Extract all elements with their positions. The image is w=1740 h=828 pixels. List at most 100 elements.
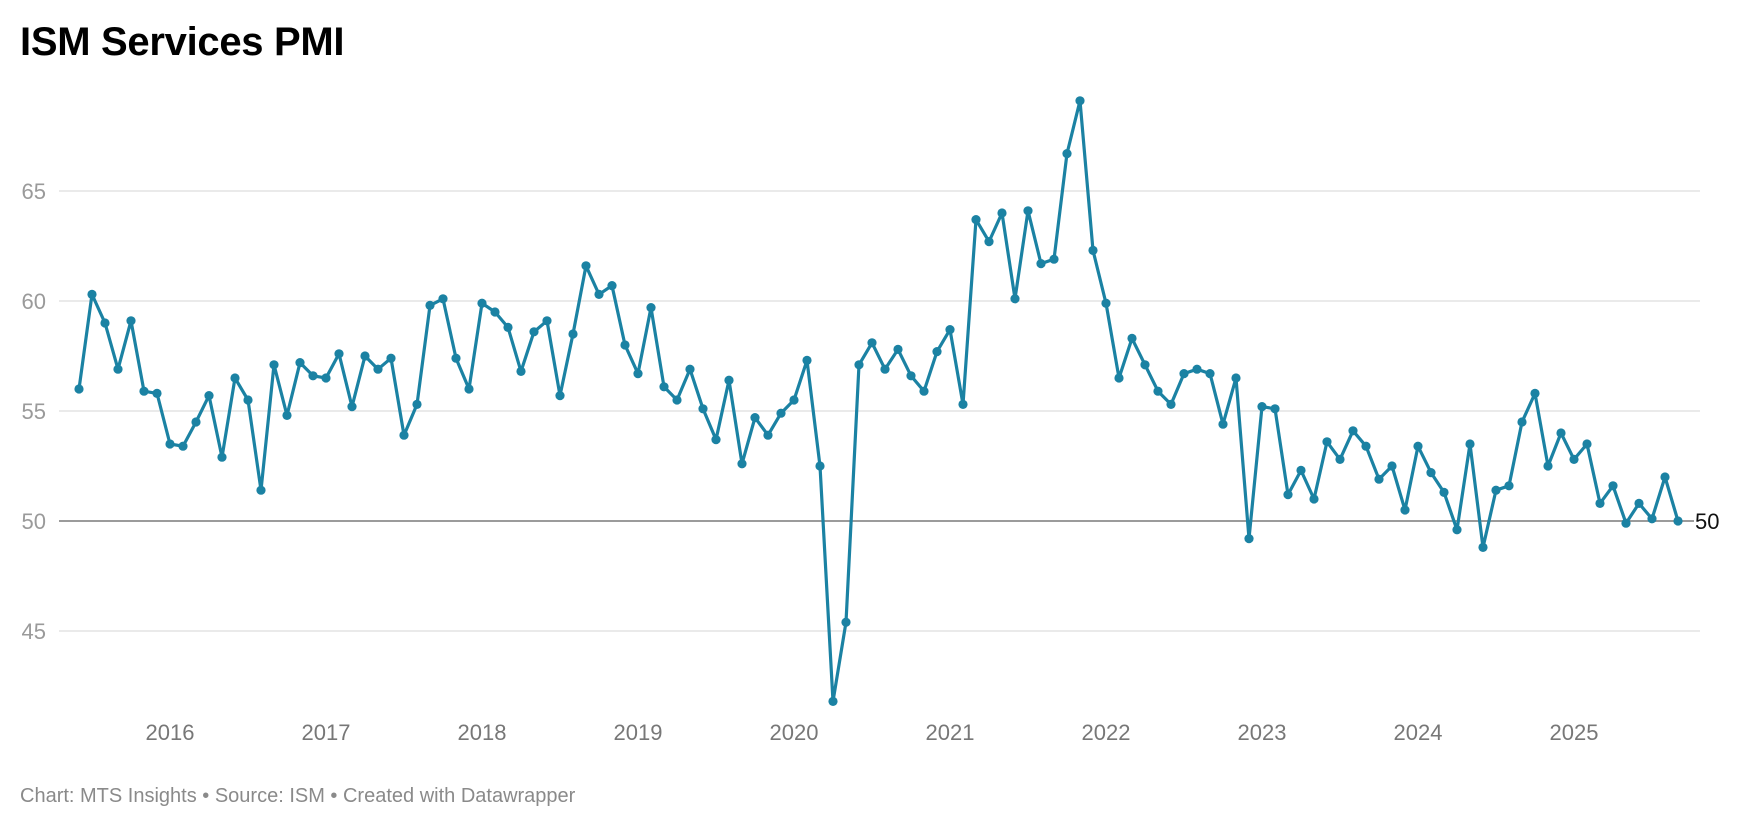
data-point[interactable] — [1439, 487, 1449, 497]
data-point[interactable] — [919, 386, 929, 396]
data-point[interactable] — [360, 351, 370, 361]
data-point[interactable] — [412, 399, 422, 409]
data-point[interactable] — [1114, 373, 1124, 383]
data-point[interactable] — [1660, 472, 1670, 482]
data-point[interactable] — [997, 208, 1007, 218]
data-point[interactable] — [1647, 514, 1657, 524]
data-point[interactable] — [1348, 426, 1358, 436]
data-point[interactable] — [815, 461, 825, 471]
data-point[interactable] — [295, 358, 305, 368]
data-point[interactable] — [594, 289, 604, 299]
data-point[interactable] — [568, 329, 578, 339]
data-point[interactable] — [646, 303, 656, 313]
data-point[interactable] — [672, 395, 682, 405]
data-point[interactable] — [698, 404, 708, 414]
data-point[interactable] — [1153, 386, 1163, 396]
data-point[interactable] — [1140, 360, 1150, 370]
data-point[interactable] — [581, 261, 591, 271]
data-point[interactable] — [1543, 461, 1553, 471]
data-point[interactable] — [87, 289, 97, 299]
data-point[interactable] — [74, 384, 84, 394]
data-point[interactable] — [217, 452, 227, 462]
data-point[interactable] — [750, 413, 760, 423]
data-point[interactable] — [490, 307, 500, 317]
data-point[interactable] — [1608, 481, 1618, 491]
data-point[interactable] — [204, 391, 214, 401]
data-point[interactable] — [1010, 294, 1020, 304]
data-point[interactable] — [1179, 369, 1189, 379]
data-point[interactable] — [1452, 525, 1462, 535]
data-point[interactable] — [542, 316, 552, 326]
data-point[interactable] — [1036, 259, 1046, 269]
data-point[interactable] — [737, 459, 747, 469]
data-point[interactable] — [789, 395, 799, 405]
data-point[interactable] — [1322, 437, 1332, 447]
data-point[interactable] — [1595, 498, 1605, 508]
data-point[interactable] — [425, 300, 435, 310]
data-point[interactable] — [1062, 149, 1072, 159]
data-point[interactable] — [1205, 369, 1215, 379]
data-point[interactable] — [347, 402, 357, 412]
data-point[interactable] — [1504, 481, 1514, 491]
data-point[interactable] — [1244, 534, 1254, 544]
data-point[interactable] — [1270, 404, 1280, 414]
data-point[interactable] — [373, 364, 383, 374]
data-point[interactable] — [516, 366, 526, 376]
data-point[interactable] — [1166, 399, 1176, 409]
data-point[interactable] — [711, 435, 721, 445]
data-point[interactable] — [191, 417, 201, 427]
data-point[interactable] — [1192, 364, 1202, 374]
data-point[interactable] — [308, 371, 318, 381]
data-point[interactable] — [659, 382, 669, 392]
data-point[interactable] — [1582, 439, 1592, 449]
data-point[interactable] — [1621, 518, 1631, 528]
data-point[interactable] — [1296, 465, 1306, 475]
data-point[interactable] — [841, 617, 851, 627]
data-point[interactable] — [1283, 490, 1293, 500]
data-point[interactable] — [724, 375, 734, 385]
data-point[interactable] — [100, 318, 110, 328]
data-point[interactable] — [451, 353, 461, 363]
data-point[interactable] — [828, 696, 838, 707]
data-point[interactable] — [763, 430, 773, 440]
data-point[interactable] — [438, 294, 448, 304]
data-point[interactable] — [269, 360, 279, 370]
data-point[interactable] — [607, 281, 617, 291]
data-point[interactable] — [880, 364, 890, 374]
data-point[interactable] — [1387, 461, 1397, 471]
data-point[interactable] — [1478, 542, 1488, 553]
data-point[interactable] — [139, 386, 149, 396]
data-point[interactable] — [464, 384, 474, 394]
data-point[interactable] — [1361, 441, 1371, 451]
data-point[interactable] — [1101, 298, 1111, 308]
data-point[interactable] — [1231, 373, 1241, 383]
data-point[interactable] — [529, 327, 539, 337]
data-point[interactable] — [685, 364, 695, 374]
data-point[interactable] — [867, 338, 877, 348]
data-point[interactable] — [893, 344, 903, 354]
data-point[interactable] — [958, 399, 968, 409]
data-point[interactable] — [178, 441, 188, 451]
data-point[interactable] — [1049, 254, 1059, 264]
data-point[interactable] — [321, 373, 331, 383]
data-point[interactable] — [984, 237, 994, 247]
data-point[interactable] — [334, 349, 344, 359]
data-point[interactable] — [165, 439, 175, 449]
data-point[interactable] — [113, 364, 123, 374]
data-point[interactable] — [1374, 474, 1384, 484]
data-point[interactable] — [945, 325, 955, 335]
data-point[interactable] — [620, 340, 630, 350]
data-point[interactable] — [256, 485, 266, 495]
data-point[interactable] — [971, 215, 981, 225]
data-point[interactable] — [1023, 206, 1033, 216]
data-point[interactable] — [776, 408, 786, 418]
data-point[interactable] — [1257, 402, 1267, 412]
data-point[interactable] — [1309, 494, 1319, 504]
data-point[interactable] — [399, 430, 409, 440]
data-point[interactable] — [633, 369, 643, 379]
data-point[interactable] — [1426, 468, 1436, 478]
data-point[interactable] — [1569, 454, 1579, 464]
data-point[interactable] — [854, 360, 864, 370]
data-point[interactable] — [152, 388, 162, 398]
data-point[interactable] — [1413, 441, 1423, 451]
